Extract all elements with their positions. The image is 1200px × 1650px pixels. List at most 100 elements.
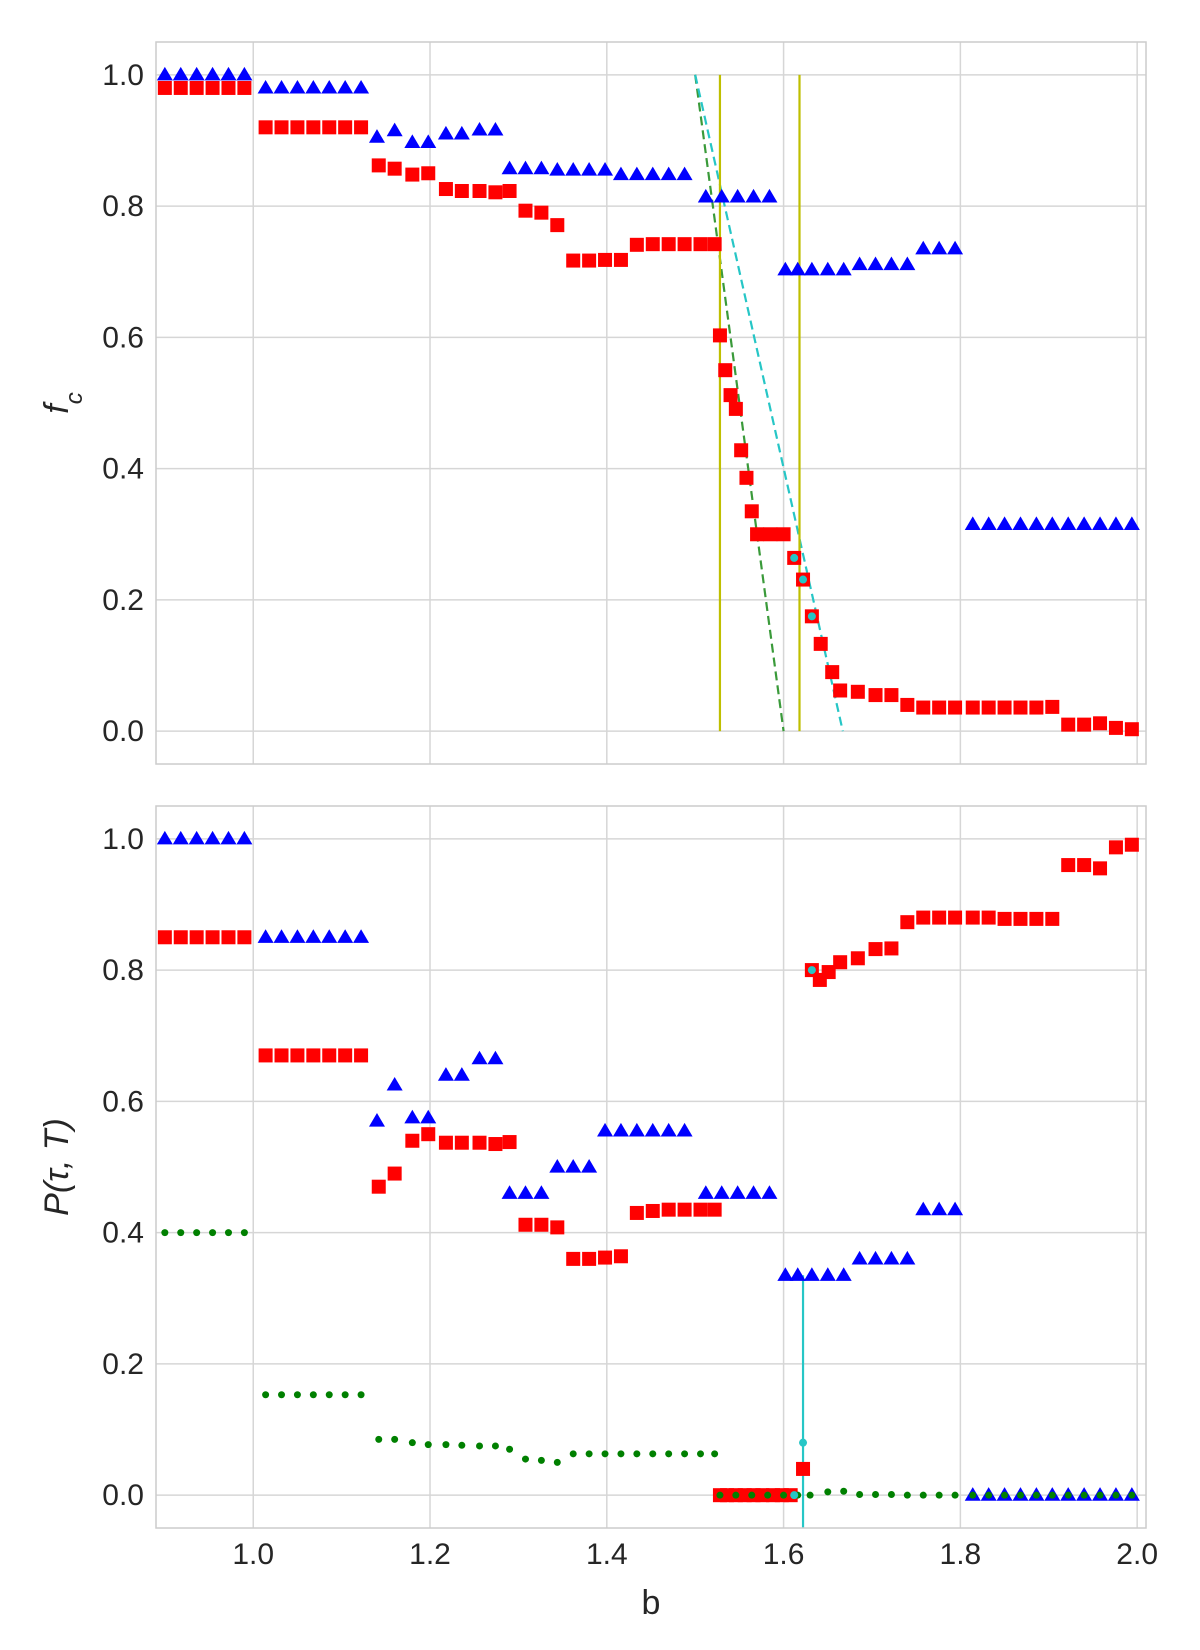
x-tick-label: 1.6: [763, 1538, 805, 1571]
triangle-point: [612, 1122, 629, 1137]
triangle-point: [404, 1109, 421, 1124]
square-point: [739, 470, 754, 485]
triangle-point: [321, 79, 338, 94]
dot-point: [748, 1491, 756, 1499]
square-point: [454, 183, 469, 198]
y-tick-label: 0.6: [102, 321, 144, 354]
dot-point: [633, 1450, 641, 1458]
square-point: [405, 167, 420, 182]
top-y-axis-label: fc: [38, 392, 88, 413]
dot-point: [240, 1229, 248, 1237]
dot-point: [697, 1450, 704, 1458]
triangle-point: [368, 1113, 385, 1127]
square-point: [965, 700, 980, 715]
square-point: [550, 1220, 565, 1235]
square-point: [981, 700, 996, 715]
triangle-point: [1060, 516, 1077, 531]
y-tick-label: 0.2: [102, 584, 144, 617]
square-point: [763, 527, 778, 542]
square-point: [488, 185, 503, 200]
triangle-point: [188, 66, 205, 81]
square-point: [582, 253, 597, 268]
triangle-point: [947, 1201, 964, 1216]
triangle-point: [915, 240, 932, 255]
triangle-point: [819, 261, 836, 276]
triangle-point: [660, 1122, 677, 1137]
square-point: [205, 930, 220, 945]
triangle-point: [581, 1159, 598, 1173]
dot-point: [458, 1441, 466, 1449]
triangle-point: [597, 1122, 614, 1137]
square-point: [354, 1048, 369, 1063]
dot-point: [1080, 1491, 1088, 1499]
triangle-point: [386, 1076, 403, 1091]
triangle-point: [867, 256, 884, 271]
square-point: [613, 1249, 628, 1264]
square-point: [338, 120, 353, 135]
square-point: [833, 955, 848, 970]
square-point: [1124, 837, 1139, 852]
triangle-point: [819, 1267, 836, 1281]
square-point: [534, 1217, 549, 1232]
dot-point: [408, 1439, 416, 1447]
dot-point: [1128, 1491, 1136, 1499]
triangle-point: [745, 188, 762, 203]
square-point: [629, 237, 644, 252]
triangle-point: [883, 1250, 900, 1265]
square-point: [850, 951, 865, 966]
dashed-fit-line: [694, 74, 785, 732]
square-point: [1061, 717, 1076, 732]
square-point: [534, 205, 549, 220]
triangle-point: [915, 1201, 932, 1216]
dot-point: [806, 1491, 814, 1499]
dot-point: [799, 1438, 808, 1447]
top-grid: [156, 42, 1146, 764]
top-y-tick-labels: 0.0 0.2 0.4 0.6 0.8 1.0: [102, 59, 144, 748]
triangle-point: [612, 166, 629, 181]
square-point: [550, 218, 565, 233]
square-point: [1029, 700, 1044, 715]
y-tick-label: 0.4: [102, 1217, 144, 1250]
square-point: [371, 1179, 386, 1194]
triangle-point: [581, 161, 598, 176]
square-point: [629, 1205, 644, 1220]
square-point: [734, 443, 749, 458]
y-tick-label: 0.2: [102, 1348, 144, 1381]
dot-point: [1112, 1491, 1120, 1499]
dot-point: [585, 1450, 593, 1458]
triangle-point: [453, 1067, 470, 1081]
dot-point: [209, 1229, 217, 1237]
x-tick-label: 1.4: [586, 1538, 628, 1571]
dot-point: [506, 1445, 514, 1453]
square-point: [582, 1251, 597, 1266]
dot-point: [476, 1442, 484, 1450]
triangle-point: [729, 188, 746, 203]
triangle-point: [437, 125, 454, 140]
dot-point: [553, 1458, 561, 1466]
triangle-point: [644, 166, 661, 181]
dot-point: [1048, 1491, 1056, 1499]
triangle-point: [628, 166, 645, 181]
square-point: [387, 161, 402, 176]
square-point: [488, 1137, 503, 1152]
dot-point: [807, 966, 816, 975]
square-point: [1077, 717, 1092, 732]
dot-point: [424, 1441, 432, 1449]
square-point: [821, 965, 836, 980]
triangle-point: [257, 929, 274, 943]
bottom-y-axis-label: P(τ, T): [38, 1118, 76, 1216]
triangle-point: [565, 1159, 582, 1173]
triangle-point: [1123, 516, 1140, 531]
square-point: [502, 183, 517, 198]
triangle-point: [386, 122, 403, 137]
dot-point: [442, 1441, 450, 1449]
dot-point: [309, 1391, 317, 1399]
square-point: [796, 1461, 811, 1476]
square-point: [1124, 722, 1139, 737]
top-panel: 0.0 0.2 0.4 0.6 0.8 1.0 fc: [38, 41, 1147, 765]
triangle-point: [404, 134, 421, 149]
triangle-point: [851, 256, 868, 271]
triangle-point: [368, 129, 385, 143]
triangle-point: [931, 240, 948, 255]
square-point: [438, 1135, 453, 1150]
